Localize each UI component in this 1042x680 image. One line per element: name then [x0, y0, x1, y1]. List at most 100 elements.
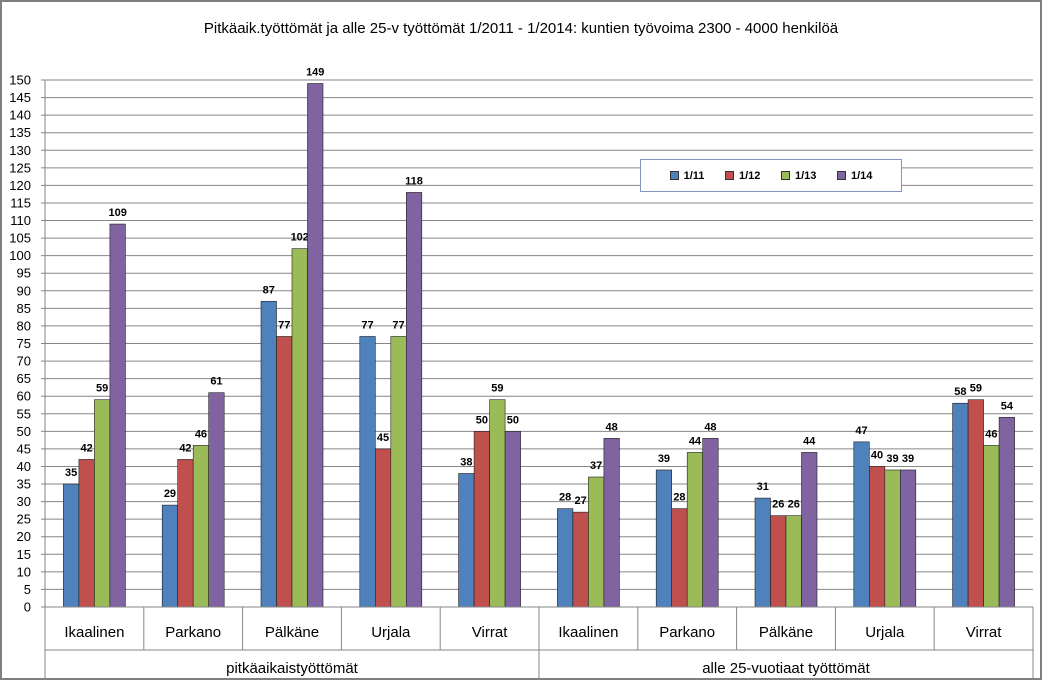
- bar-1-12: [177, 459, 194, 608]
- bar-1-11: [161, 504, 178, 608]
- bar-1-11: [754, 497, 771, 608]
- bar-1-11: [952, 402, 969, 608]
- bar-1-12: [868, 466, 886, 608]
- x-tick-label: Parkano: [165, 624, 221, 641]
- data-label: 118: [405, 175, 423, 187]
- x-tick-label: Ikaalinen: [558, 624, 618, 641]
- y-tick-label: 40: [17, 459, 31, 474]
- y-tick-label: 150: [9, 73, 31, 88]
- bar-1-13: [884, 469, 901, 608]
- y-tick-label: 30: [17, 494, 31, 509]
- bar-1-11: [359, 336, 376, 608]
- legend-label: 1/13: [794, 169, 817, 182]
- legend-swatch: [836, 171, 846, 180]
- legend-label: 1/12: [738, 169, 761, 182]
- bar-1-13: [983, 445, 1000, 608]
- data-label: 109: [108, 207, 126, 219]
- data-label: 35: [65, 467, 77, 479]
- data-label: 59: [96, 383, 108, 395]
- data-label: 48: [704, 421, 716, 433]
- bar-1-13: [291, 248, 308, 608]
- legend-label: 1/14: [850, 169, 873, 182]
- data-label: 42: [81, 442, 93, 454]
- y-tick-label: 60: [17, 389, 31, 404]
- legend-swatch: [669, 171, 679, 180]
- bar-1-11: [458, 473, 475, 608]
- data-label: 46: [195, 428, 207, 440]
- bar-1-12: [473, 431, 490, 608]
- y-tick-label: 50: [17, 424, 31, 439]
- y-tick-label: 35: [17, 477, 31, 492]
- data-label: 44: [803, 435, 816, 447]
- bar-1-13: [588, 476, 605, 608]
- bar-1-14: [405, 192, 423, 608]
- data-label: 102: [291, 232, 309, 244]
- x-tick-label: Urjala: [865, 624, 905, 641]
- chart-legend: 1/11 1/12 1/13 1/14: [640, 159, 902, 192]
- bar-1-13: [785, 515, 802, 608]
- y-tick-label: 70: [17, 354, 31, 369]
- y-tick-label: 135: [9, 125, 31, 140]
- data-label: 27: [575, 495, 587, 507]
- data-label: 40: [871, 449, 883, 461]
- data-label: 39: [902, 453, 914, 465]
- y-tick-label: 140: [9, 108, 31, 123]
- data-label: 87: [263, 284, 275, 296]
- y-tick-label: 10: [17, 564, 31, 579]
- y-tick-label: 20: [17, 529, 31, 544]
- data-label: 50: [507, 414, 519, 426]
- y-tick-label: 0: [24, 600, 31, 615]
- bar-1-14: [109, 223, 126, 608]
- y-tick-label: 90: [17, 283, 31, 298]
- data-label: 59: [970, 383, 982, 395]
- y-tick-label: 65: [17, 371, 31, 386]
- data-label: 39: [886, 453, 898, 465]
- y-tick-label: 130: [9, 143, 31, 158]
- legend-swatch: [780, 171, 790, 180]
- bar-1-13: [686, 452, 704, 608]
- data-label: 59: [491, 383, 503, 395]
- data-label: 38: [460, 456, 472, 468]
- data-label: 47: [855, 425, 867, 437]
- y-tick-label: 5: [24, 582, 31, 597]
- data-label: 77: [392, 319, 404, 331]
- bar-1-11: [655, 469, 673, 608]
- data-label: 37: [590, 460, 602, 472]
- data-label: 77: [361, 319, 373, 331]
- y-tick-label: 80: [17, 318, 31, 333]
- y-tick-label: 125: [9, 160, 31, 175]
- bar-1-14: [801, 452, 818, 608]
- y-tick-label: 100: [9, 248, 31, 263]
- bar-1-14: [504, 431, 521, 608]
- bar-1-14: [899, 469, 917, 608]
- data-label: 54: [1001, 400, 1014, 412]
- bar-1-11: [853, 441, 870, 608]
- bar-1-14: [702, 438, 719, 608]
- legend-item: 1/12: [724, 169, 761, 182]
- legend-item: 1/14: [836, 169, 873, 182]
- group-label: alle 25-vuotiaat työttömät: [702, 660, 870, 677]
- bar-1-13: [390, 336, 407, 608]
- y-tick-label: 75: [17, 336, 31, 351]
- data-label: 31: [757, 481, 769, 493]
- bar-1-12: [374, 448, 392, 608]
- y-tick-label: 110: [10, 213, 31, 228]
- legend-item: 1/11: [669, 170, 704, 182]
- bar-1-11: [260, 301, 277, 608]
- data-label: 61: [210, 376, 222, 388]
- y-tick-label: 45: [17, 441, 31, 456]
- data-label: 26: [772, 499, 784, 511]
- bar-1-14: [208, 392, 225, 608]
- bar-1-14: [998, 416, 1015, 608]
- x-tick-label: Virrat: [472, 624, 508, 641]
- group-label: pitkäaikaistyöttömät: [226, 660, 359, 677]
- data-label: 58: [954, 386, 966, 398]
- data-label: 44: [689, 435, 702, 447]
- bar-1-12: [276, 336, 293, 608]
- bar-1-12: [572, 511, 589, 608]
- data-label: 77: [278, 319, 290, 331]
- bar-1-11: [557, 508, 574, 608]
- data-label: 45: [377, 432, 389, 444]
- y-tick-label: 85: [17, 301, 31, 316]
